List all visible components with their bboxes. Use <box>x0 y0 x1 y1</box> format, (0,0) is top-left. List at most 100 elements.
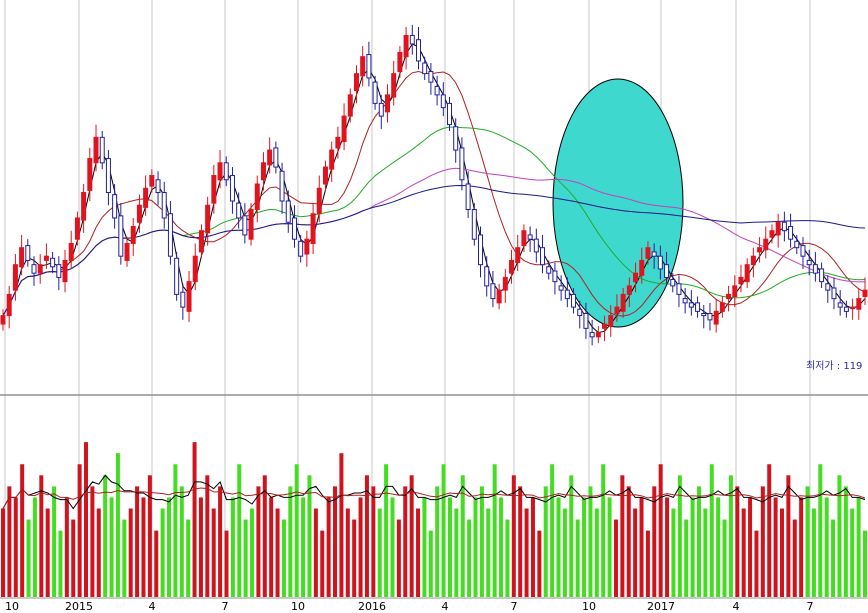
volume-bar <box>594 508 599 597</box>
candle-body <box>465 183 471 210</box>
candle-body <box>521 230 527 247</box>
x-tick-label: 7 <box>511 600 518 613</box>
volume-bar <box>843 486 848 597</box>
candle-body <box>298 240 304 257</box>
volume-bar <box>32 497 37 597</box>
volume-bar <box>256 486 261 597</box>
candle-body <box>37 264 43 274</box>
candle-body <box>6 293 12 317</box>
candle-body <box>806 259 812 266</box>
volume-bar <box>160 508 165 597</box>
candle-body <box>118 215 124 257</box>
volume-bar <box>301 497 306 597</box>
candle-body <box>167 213 173 257</box>
volume-bar <box>109 497 114 597</box>
candle-body <box>12 264 18 291</box>
candle-body <box>732 285 738 297</box>
candle-body <box>831 287 837 300</box>
volume-bar <box>20 464 25 597</box>
candle-body <box>819 268 825 283</box>
volume-bar <box>786 475 791 597</box>
volume-bar <box>135 486 140 597</box>
volume-bar <box>856 497 861 597</box>
candle-body <box>409 34 415 45</box>
volume-bar <box>454 508 459 597</box>
volume-bar <box>696 486 701 597</box>
lowest-price-annotation: 최저가 : 119 <box>806 360 862 372</box>
volume-bar <box>71 519 76 597</box>
volume-bar <box>588 486 593 597</box>
candle-body <box>384 94 390 113</box>
candle-body <box>682 298 688 304</box>
candle-body <box>546 266 552 274</box>
candle-body <box>229 175 235 202</box>
candle-body <box>583 312 589 329</box>
volume-bar <box>805 486 810 597</box>
x-axis-ticks: 10 2015 4 7 10 2016 4 7 10 2017 4 7 <box>5 600 814 613</box>
volume-bar <box>364 475 369 597</box>
candle-body <box>471 208 477 240</box>
volume-bar <box>371 486 376 597</box>
decline-highlight <box>552 78 684 328</box>
volume-bar <box>518 486 523 597</box>
candle-body <box>341 115 347 143</box>
candle-body <box>626 285 632 295</box>
candle-body <box>223 162 229 181</box>
volume-bar <box>428 530 433 597</box>
candle-body <box>186 281 192 312</box>
candle-body <box>763 238 769 251</box>
volume-bar <box>84 442 89 597</box>
candle-body <box>701 312 707 317</box>
volume-bar <box>543 486 548 597</box>
candle-body <box>713 310 719 325</box>
candle-body <box>19 247 25 268</box>
candle-body <box>130 225 136 244</box>
candle-body <box>502 276 508 291</box>
volume-bar <box>333 486 338 597</box>
candle-body <box>81 192 87 221</box>
volume-bar <box>90 486 95 597</box>
volume-bar <box>601 464 606 597</box>
volume-bar <box>358 497 363 597</box>
volume-bar <box>122 519 127 597</box>
volume-bar <box>722 519 727 597</box>
candle-body <box>453 126 459 151</box>
volume-bar <box>492 464 497 597</box>
volume-bar <box>384 464 389 597</box>
volume-bar <box>824 497 829 597</box>
volume-bar <box>658 464 663 597</box>
candle-body <box>657 255 663 270</box>
volume-bar <box>179 486 184 597</box>
candle-body <box>856 298 862 310</box>
volume-bar <box>339 453 344 597</box>
candle-body <box>750 255 756 266</box>
volume-bar <box>562 508 567 597</box>
volume-bar <box>652 486 657 597</box>
candle-body <box>260 162 266 181</box>
candle-body <box>589 332 595 338</box>
volume-ma-short <box>2 474 866 510</box>
volume-bar <box>677 475 682 597</box>
volume-bar <box>218 486 223 597</box>
candle-body <box>664 264 670 278</box>
candle-body <box>143 187 149 208</box>
ma-line-ma240 <box>2 184 866 316</box>
volume-bar <box>345 508 350 597</box>
x-tick-label: 7 <box>222 600 229 613</box>
candle-body <box>645 247 651 259</box>
volume-bar <box>224 530 229 597</box>
candle-body <box>744 264 750 283</box>
candle-body <box>484 266 490 287</box>
volume-bar <box>511 475 516 597</box>
candle-body <box>602 323 608 329</box>
candle-body <box>136 204 142 223</box>
candle-body <box>812 264 818 274</box>
candle-body <box>254 183 260 210</box>
volume-bar <box>128 508 133 597</box>
volume-bar <box>690 497 695 597</box>
candle-body <box>614 306 620 314</box>
candle-body <box>43 255 49 261</box>
volume-bar <box>198 497 203 597</box>
x-tick-label: 2017 <box>647 600 675 613</box>
volume-average-lines <box>2 474 866 510</box>
